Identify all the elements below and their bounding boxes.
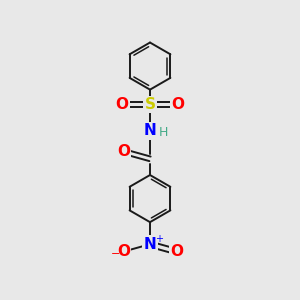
Text: O: O (117, 144, 130, 159)
Text: O: O (116, 97, 128, 112)
Text: N: N (144, 237, 156, 252)
Text: H: H (159, 126, 168, 139)
Text: +: + (155, 234, 164, 244)
Text: −: − (111, 249, 120, 259)
Text: O: O (170, 244, 183, 259)
Text: O: O (117, 244, 130, 259)
Text: O: O (172, 97, 184, 112)
Text: S: S (145, 97, 155, 112)
Text: N: N (144, 123, 156, 138)
